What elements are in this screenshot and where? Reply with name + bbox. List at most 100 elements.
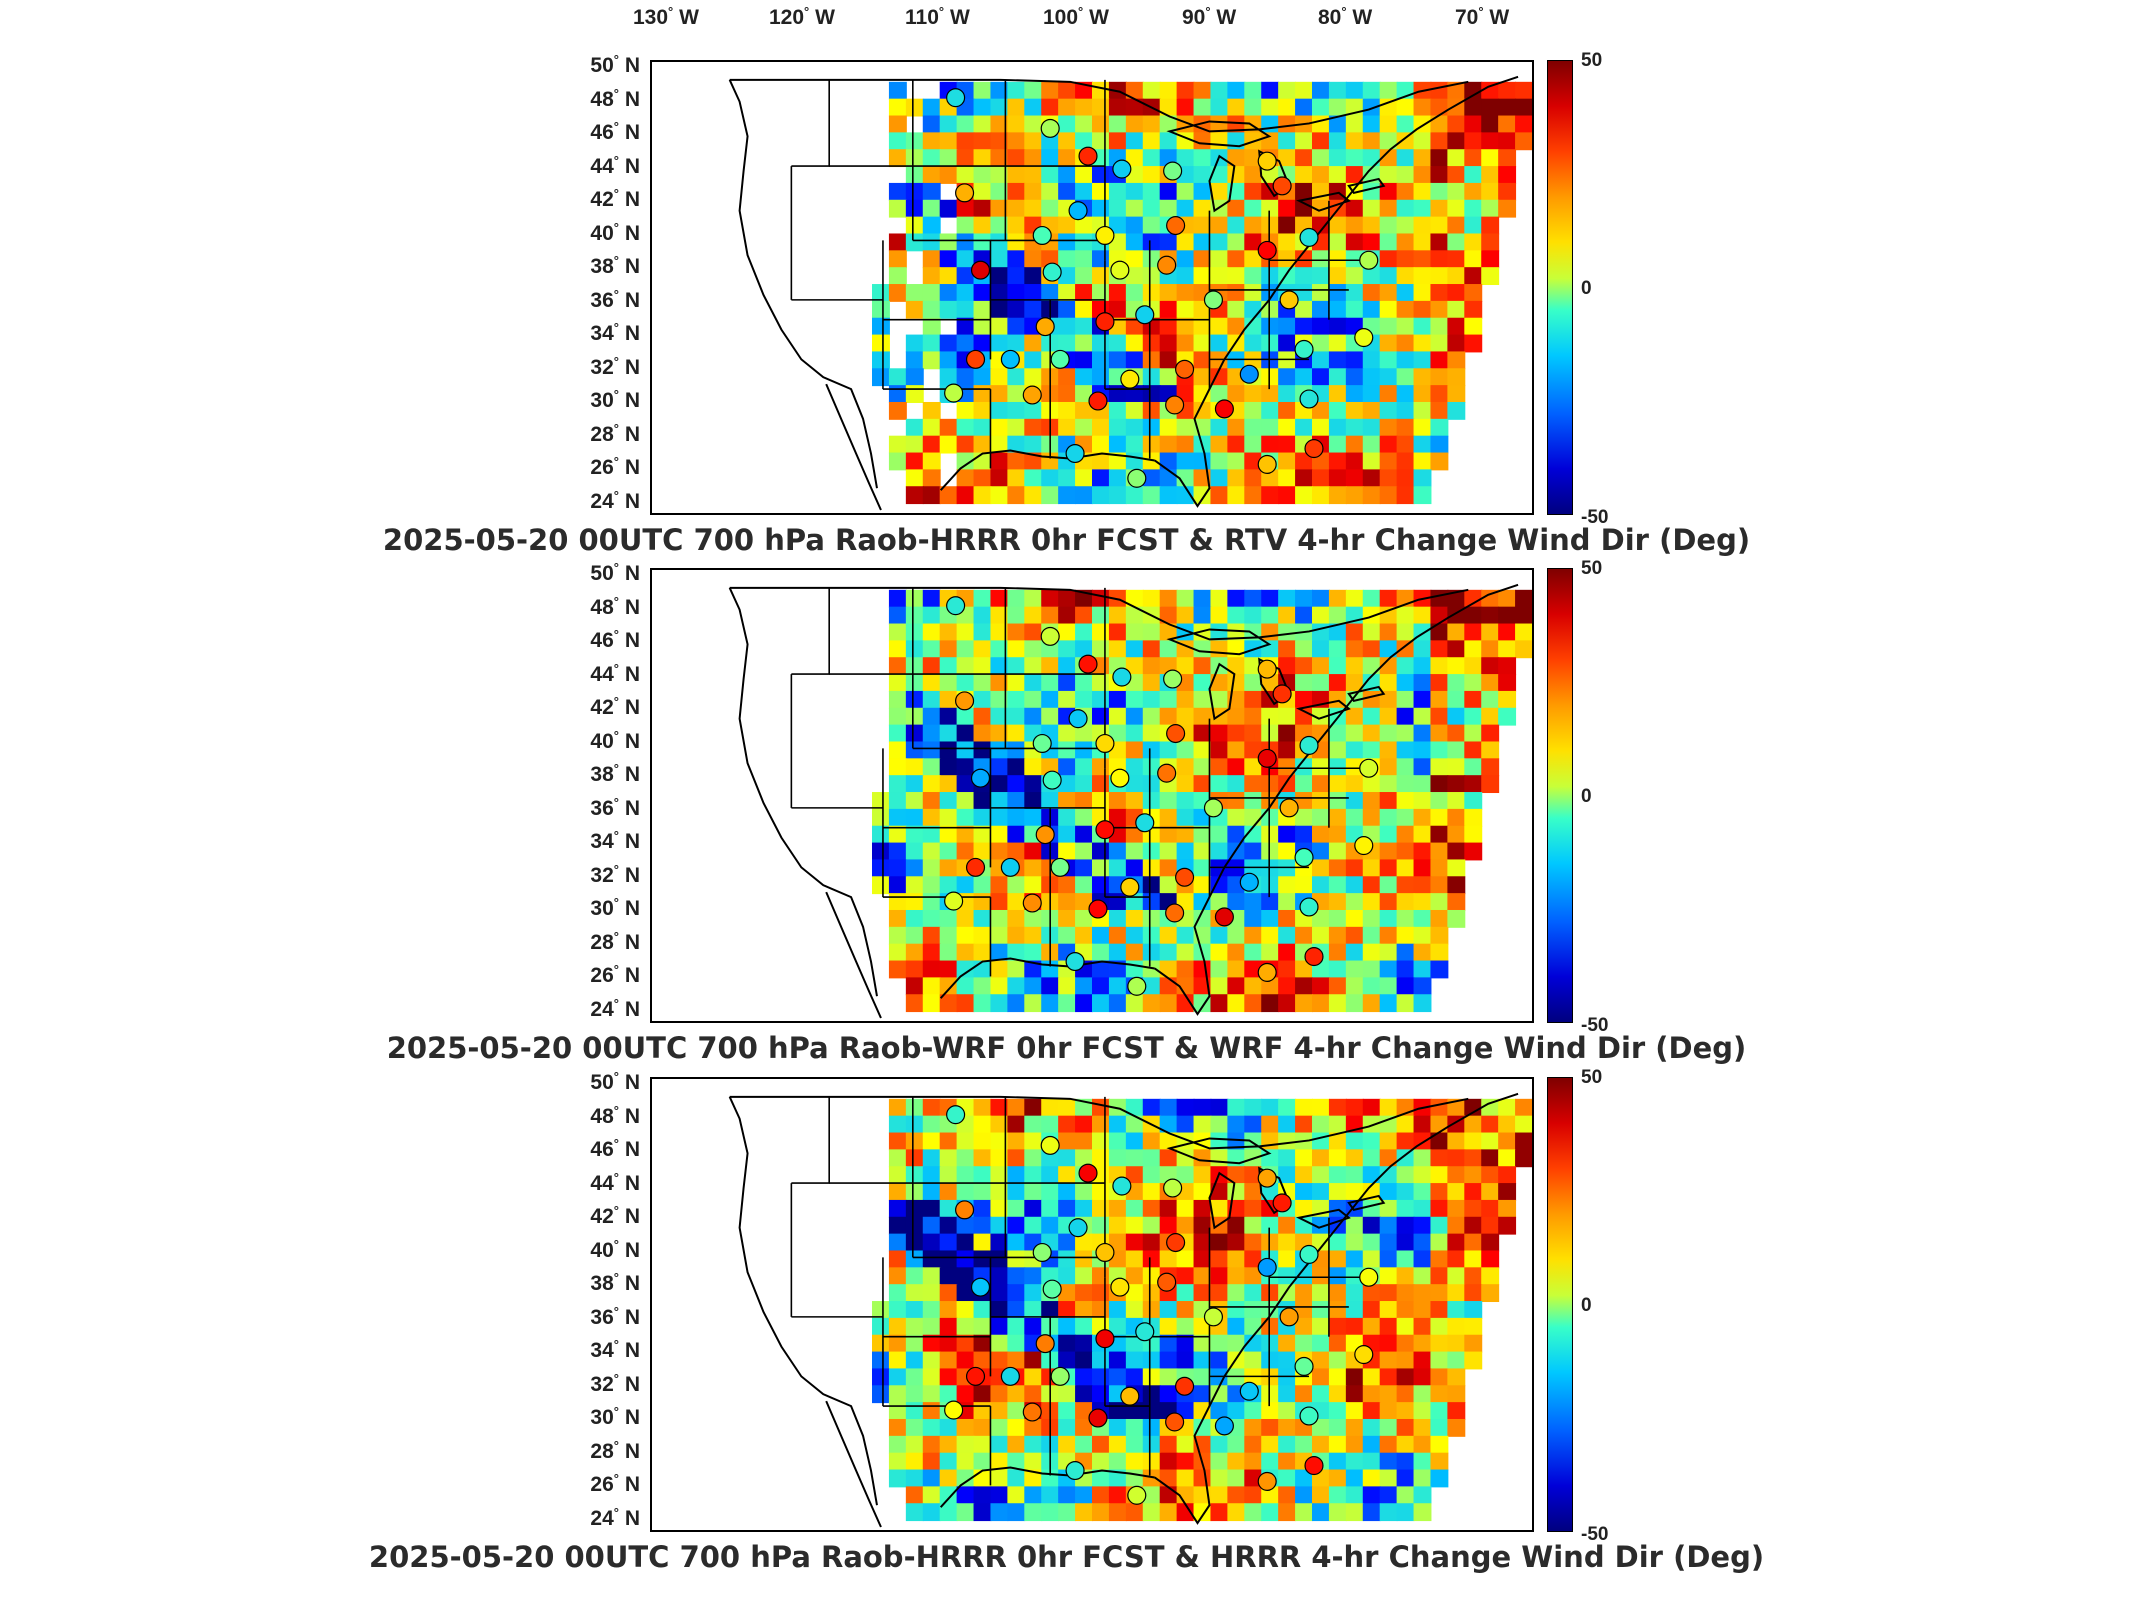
field-cell xyxy=(1345,452,1364,471)
field-cell xyxy=(1396,300,1415,319)
field-cell xyxy=(1328,469,1347,488)
field-cell xyxy=(1007,1267,1026,1286)
field-cell xyxy=(939,1149,958,1168)
raob-site-marker xyxy=(1022,385,1042,405)
field-cell xyxy=(905,1284,924,1303)
field-cell xyxy=(1142,1452,1161,1471)
field-cell xyxy=(1227,115,1246,134)
field-cell xyxy=(1328,1334,1347,1353)
field-cell xyxy=(1498,606,1517,625)
field-cell xyxy=(1024,1452,1043,1471)
field-cell xyxy=(973,842,992,861)
field-cell xyxy=(1024,1469,1043,1488)
field-cell xyxy=(1413,216,1432,235)
field-cell xyxy=(1058,876,1077,895)
field-cell xyxy=(956,401,975,420)
field-cell xyxy=(1108,199,1127,218)
field-cell xyxy=(888,1418,907,1437)
field-cell xyxy=(1447,1149,1466,1168)
field-cell xyxy=(1328,1435,1347,1454)
field-cell xyxy=(1193,657,1212,676)
field-cell xyxy=(1362,926,1381,945)
field-cell xyxy=(888,1166,907,1185)
field-cell xyxy=(1176,284,1195,302)
field-cell xyxy=(1142,334,1161,353)
field-cell xyxy=(956,909,975,928)
field-cell xyxy=(1295,300,1313,319)
field-cell xyxy=(888,876,907,895)
field-cell xyxy=(1176,182,1195,201)
field-cell xyxy=(1362,1486,1381,1505)
field-cell xyxy=(1362,267,1381,286)
field-cell xyxy=(1481,1183,1500,1201)
field-cell xyxy=(872,351,890,370)
field-cell xyxy=(1278,825,1297,844)
raob-site-marker xyxy=(970,768,991,788)
field-cell xyxy=(1261,943,1280,962)
field-cell xyxy=(973,977,992,996)
field-cell xyxy=(1345,1368,1364,1387)
field-cell xyxy=(1176,926,1195,945)
raob-site-marker xyxy=(1040,626,1060,646)
field-cell xyxy=(1261,893,1280,911)
raob-site-marker xyxy=(1214,399,1234,419)
field-cell xyxy=(1328,1486,1347,1505)
field-cell xyxy=(1295,606,1313,625)
field-cell xyxy=(1498,1199,1517,1218)
field-cell xyxy=(1142,1435,1161,1454)
field-cell xyxy=(1278,1334,1297,1353)
field-cell xyxy=(1447,199,1466,218)
field-cell xyxy=(922,435,941,454)
field-cell xyxy=(1125,1098,1144,1117)
field-cell xyxy=(1345,640,1364,659)
raob-site-marker xyxy=(1035,825,1055,845)
field-cell xyxy=(1210,368,1229,387)
field-cell xyxy=(939,994,958,1013)
field-cell xyxy=(1515,606,1532,625)
field-cell xyxy=(1125,1199,1144,1218)
field-cell xyxy=(905,1166,924,1185)
field-cell xyxy=(888,199,907,218)
field-cell xyxy=(1481,724,1500,743)
field-cell xyxy=(1092,943,1110,962)
field-cell xyxy=(1345,115,1364,134)
field-cell xyxy=(1244,1317,1263,1336)
field-cell xyxy=(1092,623,1110,642)
field-cell xyxy=(1007,1115,1026,1134)
field-cell xyxy=(1379,926,1398,945)
field-cell xyxy=(1210,334,1229,353)
field-cell xyxy=(1193,199,1212,218)
field-cell xyxy=(1227,1132,1246,1151)
field-cell xyxy=(1142,926,1161,945)
colorbar-tick-label: 50 xyxy=(1581,50,1603,71)
field-cell xyxy=(1464,1166,1483,1185)
latitude-label: 50° N xyxy=(590,52,640,77)
field-cell xyxy=(1515,98,1532,117)
field-cell xyxy=(973,909,992,928)
field-cell xyxy=(1515,1149,1532,1168)
field-cell xyxy=(1075,1149,1093,1168)
field-cell xyxy=(939,977,958,996)
field-cell xyxy=(1058,1132,1077,1151)
field-cell xyxy=(1430,166,1449,184)
field-cell xyxy=(1430,960,1449,979)
field-cell xyxy=(956,1317,975,1336)
field-cell xyxy=(1092,1452,1110,1471)
field-cell xyxy=(990,589,1009,608)
field-cell xyxy=(1075,741,1093,760)
field-cell xyxy=(1498,1149,1517,1168)
field-cell xyxy=(888,589,907,608)
field-cell xyxy=(1345,300,1364,319)
field-cell xyxy=(1447,1284,1466,1303)
field-cell xyxy=(905,893,924,911)
field-cell xyxy=(1024,166,1043,184)
field-cell xyxy=(872,334,890,353)
field-cell xyxy=(973,401,992,420)
field-cell xyxy=(1430,1166,1449,1185)
field-cell xyxy=(1125,351,1144,370)
field-cell xyxy=(1024,926,1043,945)
field-cell xyxy=(1193,606,1212,625)
field-cell xyxy=(905,943,924,962)
raob-site-marker xyxy=(1214,1416,1234,1436)
field-cell xyxy=(1058,149,1077,168)
